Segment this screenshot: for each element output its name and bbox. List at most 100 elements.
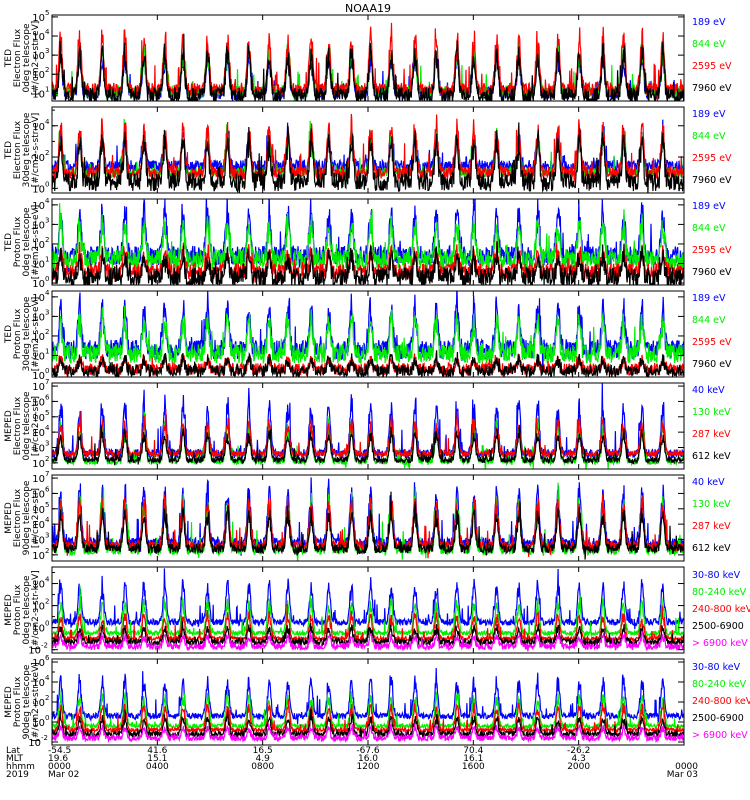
y-tick-exponent: 2: [45, 149, 49, 157]
series-line-40-kev: [52, 383, 684, 463]
y-tick-label: 10: [32, 240, 45, 251]
y-tick-label: 10: [32, 459, 45, 470]
y-tick-exponent: 2: [45, 694, 49, 702]
legend-entry: 80-240 keV: [692, 679, 747, 690]
y-tick-label: 10: [32, 658, 45, 669]
y-tick-label: 10: [32, 260, 45, 271]
x-tick-lat: -54.5: [48, 746, 71, 756]
y-tick-label: 10: [32, 397, 45, 408]
legend-entry: 189 eV: [692, 109, 726, 120]
y-tick-exponent: 3: [45, 47, 49, 55]
y-tick-exponent: -2: [41, 642, 48, 650]
y-tick-label: 10: [32, 201, 45, 212]
y-tick-exponent: 0: [45, 620, 49, 628]
legend-entry: 2595 eV: [692, 245, 732, 256]
y-tick-label: 10: [28, 738, 41, 749]
legend-entry: 844 eV: [692, 315, 726, 326]
legend-entry: 2500-6900: [692, 621, 744, 632]
legend-entry: 844 eV: [692, 39, 726, 50]
y-axis-label-line: TED: [4, 141, 14, 160]
y-axis-label-line: 0deg telescope: [22, 23, 32, 93]
y-tick-exponent: -2: [41, 734, 48, 742]
legend-entry: 40 keV: [692, 477, 725, 488]
series-line-30-80-kev: [52, 568, 684, 630]
x-tick-date: Mar 02: [48, 770, 79, 780]
y-axis-label-line: [#/cm2-s-str-keV]: [31, 570, 41, 649]
y-axis-label-line: TED: [4, 325, 14, 344]
y-tick-exponent: 6: [45, 485, 50, 493]
series-line-7960-ev: [52, 122, 684, 193]
y-tick-exponent: 2: [45, 547, 49, 555]
y-tick-label: 10: [32, 70, 45, 81]
panel-series-group: [52, 113, 684, 193]
panel-series-group: [52, 568, 684, 653]
y-tick-exponent: 4: [45, 197, 50, 205]
series-line-612-kev: [52, 424, 684, 466]
series-line-287-kev: [52, 408, 684, 459]
legend-entry: 2595 eV: [692, 153, 732, 164]
x-tick-hhmm: 1200: [357, 762, 380, 772]
x-tick-mlt: 16.0: [358, 754, 378, 764]
y-tick-label: 10: [32, 332, 45, 343]
y-axis-label-line: 90deg telescope: [22, 480, 32, 555]
series-line-2500-6900: [52, 621, 684, 648]
x-tick-hhmm: 2000: [567, 762, 590, 772]
y-tick-label: 10: [28, 646, 41, 657]
y-tick-label: 10: [32, 312, 45, 323]
legend-entry: 7960 eV: [692, 359, 732, 370]
y-tick-exponent: 3: [45, 216, 49, 224]
legend-entry: 189 eV: [692, 17, 726, 28]
y-tick-label: 10: [32, 428, 45, 439]
y-tick-exponent: 5: [45, 9, 49, 17]
legend-entry: 844 eV: [692, 223, 726, 234]
y-tick-exponent: 1: [45, 85, 49, 93]
y-tick-label: 10: [32, 184, 45, 195]
y-axis-label-line: [#/cm2-s-str]: [31, 488, 41, 548]
y-axis-label-line: MEPED: [4, 594, 14, 626]
x-row-label: hhmm: [6, 762, 35, 772]
x-tick-hhmm: 1600: [462, 762, 485, 772]
y-tick-label: 10: [32, 624, 45, 635]
y-tick-exponent: 0: [45, 714, 49, 722]
series-line-844-ev: [52, 203, 684, 271]
y-tick-exponent: 2: [45, 66, 49, 74]
series-line-30-80-kev: [52, 667, 684, 725]
y-axis-label-line: MEPED: [4, 410, 14, 442]
y-axis-label-line: [#/cm2-s-str-eV]: [31, 21, 41, 96]
panel-series-group: [52, 477, 684, 561]
y-axis-label-line: TED: [4, 233, 14, 252]
y-axis-label-line: Proton Flux: [13, 584, 23, 635]
y-tick-label: 10: [32, 505, 45, 516]
series-line-612-kev: [52, 491, 684, 560]
y-tick-exponent: 7: [45, 378, 49, 386]
x-row-label: 2019: [6, 770, 29, 780]
legend-entry: 130 keV: [692, 499, 731, 510]
y-tick-label: 10: [32, 489, 45, 500]
x-row-label: MLT: [6, 754, 24, 764]
y-tick-label: 10: [32, 602, 45, 613]
y-tick-label: 10: [32, 51, 45, 62]
legend-entry: 7960 eV: [692, 175, 732, 186]
y-axis-label-line: 0deg telescope: [22, 575, 32, 645]
y-axis-label-line: TED: [4, 49, 14, 68]
y-tick-exponent: 4: [45, 516, 50, 524]
legend-entry: > 6900 keV: [692, 638, 748, 649]
legend-entry: 287 keV: [692, 521, 731, 532]
y-axis-label-line: 30deg telescope: [22, 112, 32, 187]
y-tick-exponent: 2: [45, 328, 49, 336]
y-axis-label-line: 0deg telescope: [22, 391, 32, 461]
series-line-7960-ev: [52, 240, 684, 285]
series-line-80-240-kev: [52, 585, 684, 640]
y-tick-label: 10: [32, 352, 45, 363]
y-tick-exponent: 4: [45, 424, 50, 432]
y-tick-label: 10: [32, 89, 45, 100]
y-tick-label: 10: [32, 122, 45, 133]
y-tick-label: 10: [32, 718, 45, 729]
y-tick-exponent: 5: [45, 409, 49, 417]
y-tick-exponent: 6: [45, 654, 50, 662]
y-tick-exponent: 7: [45, 470, 49, 478]
